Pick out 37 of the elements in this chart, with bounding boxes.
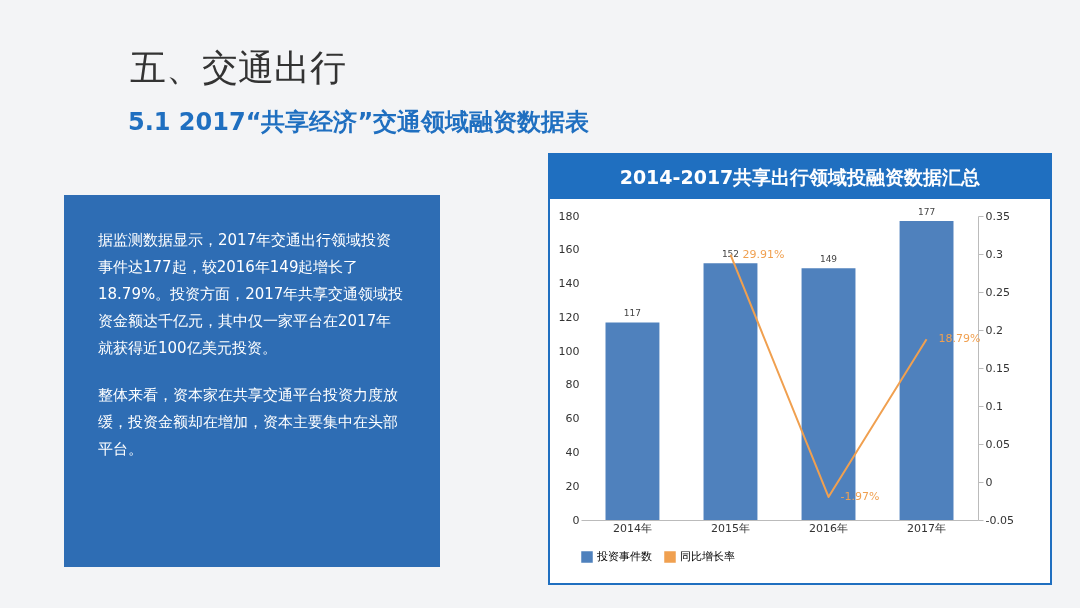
x-tick-label: 2016年 xyxy=(809,521,849,535)
y2-tick-label: 0 xyxy=(985,475,993,489)
y-tick-label: 180 xyxy=(558,209,580,223)
x-tick-label: 2014年 xyxy=(612,521,652,535)
y2-tick-label: 0.05 xyxy=(985,437,1010,451)
y2-tick-label: 0.25 xyxy=(985,285,1010,299)
y2-tick-label: -0.05 xyxy=(985,513,1014,527)
data-label: 149 xyxy=(819,254,838,265)
data-label: 29.91% xyxy=(742,247,785,261)
y2-tick-label: 0.3 xyxy=(985,247,1003,261)
y2-tick-label: 0.15 xyxy=(985,361,1010,375)
y-tick-label: 20 xyxy=(565,479,580,493)
x-tick-label: 2017年 xyxy=(907,521,947,535)
y2-tick-label: 0.35 xyxy=(985,209,1010,223)
y-tick-label: 160 xyxy=(558,243,580,257)
text: 5.1 2017“共享经济”交通领域融资数据表 xyxy=(128,107,590,138)
y-tick-label: 120 xyxy=(558,310,580,324)
x-tick-label: 2015年 xyxy=(710,521,750,535)
data-label: 117 xyxy=(623,308,642,319)
text: 五、交通出行 xyxy=(130,46,346,90)
y-tick-label: 140 xyxy=(558,277,580,291)
legend-label: 投资事件数 xyxy=(596,550,652,563)
text: 2014-2017共享出行领域投融资数据汇总 xyxy=(550,155,1050,199)
y2-tick-label: 0.1 xyxy=(985,399,1003,413)
y-tick-label: 60 xyxy=(565,412,580,426)
bar xyxy=(703,263,758,520)
bar xyxy=(605,322,660,520)
text: 据监测数据显示，2017年交通出行领域投资事件达177起，较2016年149起增长了18.79%。投资方面，2017年共享交通领域投资金额达千亿元，其中仅一家平台在2017年就获得近100亿美元投资。 xyxy=(98,230,405,359)
y-tick-label: 100 xyxy=(558,344,580,358)
y2-tick-label: 0.2 xyxy=(985,323,1003,337)
data-label: 177 xyxy=(917,207,936,218)
y-tick-label: 40 xyxy=(565,445,580,459)
y-tick-label: 0 xyxy=(572,513,580,527)
legend-label: 同比增长率 xyxy=(680,550,735,563)
y-tick-label: 80 xyxy=(565,378,580,392)
text: 整体来看，资本家在共享交通平台投资力度放缓，投资金额却在增加，资本主要集中在头部平台。 xyxy=(98,385,399,460)
data-label: 152 xyxy=(721,249,740,260)
